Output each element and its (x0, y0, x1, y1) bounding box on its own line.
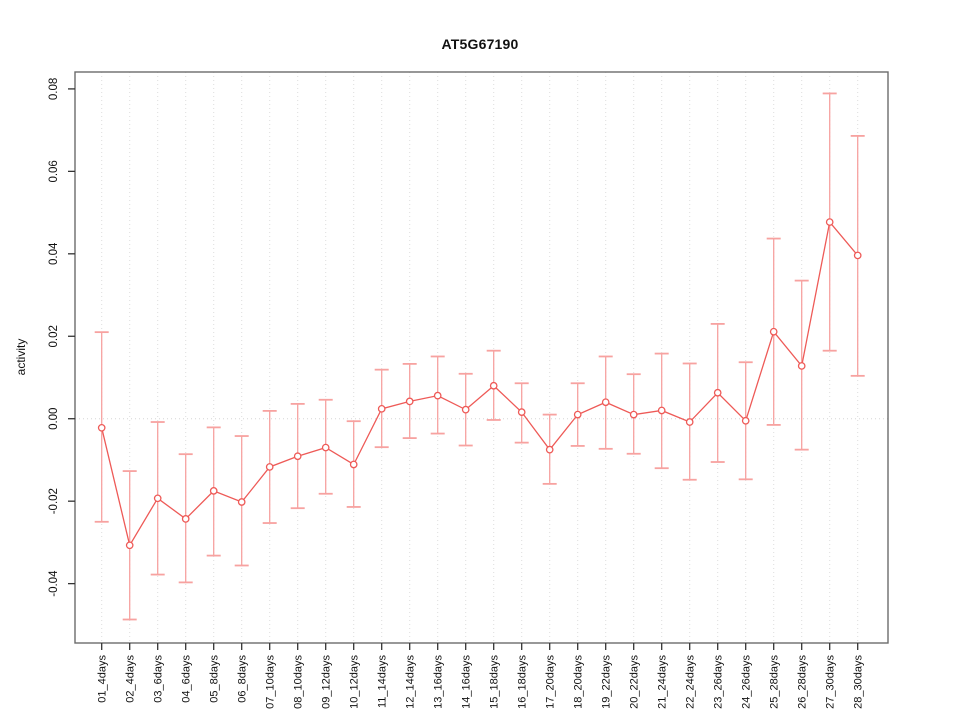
x-tick-label: 26_28days (797, 655, 809, 709)
x-tick-label: 03_6days (153, 655, 165, 703)
data-point (97, 423, 106, 432)
data-point (741, 416, 750, 425)
data-point (545, 445, 554, 454)
x-tick-label: 21_24days (657, 655, 669, 709)
x-tick-label: 12_14days (405, 655, 417, 709)
data-point (713, 388, 722, 397)
x-tick-label: 18_20days (573, 655, 585, 709)
data-point (517, 408, 526, 416)
x-tick-label: 25_28days (769, 655, 781, 709)
y-tick-label: 0.00 (48, 408, 60, 430)
x-tick-label: 28_30days (853, 655, 865, 709)
data-point (825, 218, 834, 226)
data-point (209, 487, 218, 495)
data-point (489, 381, 498, 390)
data-point (797, 362, 806, 370)
data-point (405, 397, 414, 406)
y-tick-label: 0.08 (48, 78, 60, 100)
data-point (321, 443, 330, 452)
plot-box (74, 71, 889, 644)
x-tick-label: 01_4days (97, 655, 109, 703)
x-tick-label: 11_14days (377, 655, 389, 709)
data-point (237, 498, 246, 506)
x-tick-label: 15_18days (489, 655, 501, 709)
x-tick-label: 14_16days (461, 655, 473, 709)
x-tick-label: 16_18days (517, 655, 529, 709)
x-tick-label: 22_24days (685, 655, 697, 709)
x-tick-label: 27_30days (825, 655, 837, 709)
data-point (685, 418, 694, 426)
x-tick-label: 09_12days (321, 655, 333, 709)
data-point (153, 494, 162, 503)
x-tick-label: 08_10days (293, 655, 305, 709)
y-tick-label: 0.04 (48, 242, 60, 265)
y-tick-label: -0.04 (48, 570, 60, 597)
data-point (349, 460, 358, 469)
x-tick-label: 07_10days (265, 655, 277, 709)
data-point (265, 463, 274, 471)
data-point (769, 327, 778, 336)
data-point (629, 410, 638, 419)
x-tick-label: 05_8days (209, 655, 221, 703)
x-tick-label: 02_4days (125, 655, 137, 703)
y-tick-label: 0.06 (48, 160, 60, 182)
data-point (853, 251, 862, 260)
x-tick-label: 20_22days (629, 655, 641, 709)
x-tick-label: 23_26days (713, 655, 725, 709)
x-tick-label: 24_26days (741, 655, 753, 709)
data-point (657, 406, 666, 415)
series-line (101, 220, 859, 547)
x-tick-label: 19_22days (601, 655, 613, 709)
data-point (601, 398, 610, 407)
x-tick-label: 04_6days (181, 655, 193, 703)
data-point (377, 404, 386, 413)
data-point (573, 410, 582, 419)
chart-title: AT5G67190 (441, 36, 519, 52)
y-tick-label: 0.02 (48, 325, 60, 347)
x-tick-label: 17_20days (545, 655, 557, 709)
data-point (125, 541, 134, 550)
y-tick-label: -0.02 (48, 488, 60, 514)
x-tick-label: 13_16days (433, 655, 445, 709)
x-tick-label: 10_12days (349, 655, 361, 709)
data-point (293, 452, 302, 461)
data-point (433, 391, 442, 400)
data-point (181, 515, 190, 523)
x-tick-label: 06_8days (237, 655, 249, 703)
data-point (461, 405, 470, 414)
